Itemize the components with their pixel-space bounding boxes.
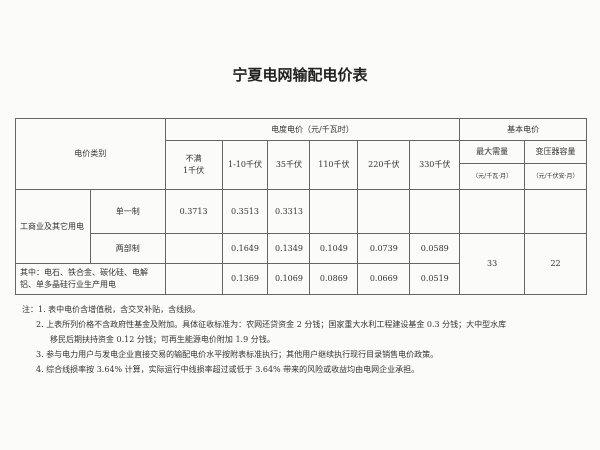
cell: 0.0519: [409, 263, 461, 295]
page-title: 宁夏电网输配电价表: [232, 66, 368, 84]
cell: 0.3713: [164, 189, 223, 234]
cell: 0.0669: [357, 263, 411, 295]
cell: [409, 189, 461, 234]
note: 移民后期扶持资金 0.12 分钱；可再生能源电价附加 1.9 分钱。: [50, 335, 275, 344]
row-special-label: 其中：电石、铁合金、碳化硅、电解铝、单多晶硅行业生产用电: [15, 263, 166, 295]
cell: [524, 189, 587, 234]
row-group-label: 工商业及其它用电: [15, 189, 91, 264]
cell: 0.0589: [409, 233, 461, 264]
cell: 0.1049: [309, 233, 359, 264]
header-voltage: 330千伏: [409, 140, 461, 190]
note: 2. 上表所列价格不含政府性基金及附加。具体征收标准为：农网还贷资金 2 分钱；…: [36, 320, 507, 329]
header-voltage: 110千伏: [309, 140, 359, 190]
price-table: 电价类别 电度电价（元/千瓦时） 基本电价 不满 1千伏 1-10千伏 35千伏…: [15, 118, 587, 295]
header-transformer: 变压器容量: [524, 140, 587, 164]
cell: [309, 189, 359, 234]
notes: 注：1. 表中电价含增值税，含交叉补贴，含线损。 2. 上表所列价格不含政府性基…: [22, 302, 592, 377]
row-two-part-label: 两部制: [89, 233, 166, 264]
max-demand-unit: （元/千瓦·月）: [459, 163, 526, 190]
cell: 0.1649: [221, 233, 269, 264]
note: 3. 参与电力用户与发电企业直接交易的输配电价水平按附表标准执行；其他用户继续执…: [36, 350, 439, 359]
cell: 0.1349: [267, 233, 311, 264]
transformer-unit: （元/千伏安·月）: [524, 163, 587, 190]
header-voltage: 1-10千伏: [221, 140, 269, 190]
header-max-demand: 最大需量: [459, 140, 526, 164]
cell: [164, 233, 223, 264]
cell: 0.1069: [267, 263, 311, 295]
header-voltage: 220千伏: [357, 140, 411, 190]
header-category: 电价类别: [15, 118, 166, 190]
row-single-label: 单一制: [89, 189, 166, 234]
header-basic-price: 基本电价: [459, 118, 587, 141]
cell: [357, 189, 411, 234]
header-voltage: 35千伏: [267, 140, 311, 190]
header-voltage: 不满 1千伏: [164, 140, 223, 190]
note: 注：1. 表中电价含增值税，含交叉补贴，含线损。: [22, 305, 201, 314]
cell: 0.0869: [309, 263, 359, 295]
cell: [459, 189, 526, 234]
note: 4. 综合线损率按 3.64% 计算，实际运行中线损率超过或低于 3.64% 带…: [36, 365, 420, 374]
cell: 0.0739: [357, 233, 411, 264]
header-energy-price: 电度电价（元/千瓦时）: [164, 118, 461, 141]
cell: 0.3513: [221, 189, 269, 234]
cell: [164, 263, 223, 295]
max-demand-value: 33: [459, 233, 526, 295]
cell: 0.1369: [221, 263, 269, 295]
transformer-value: 22: [524, 233, 587, 295]
cell: 0.3313: [267, 189, 311, 234]
